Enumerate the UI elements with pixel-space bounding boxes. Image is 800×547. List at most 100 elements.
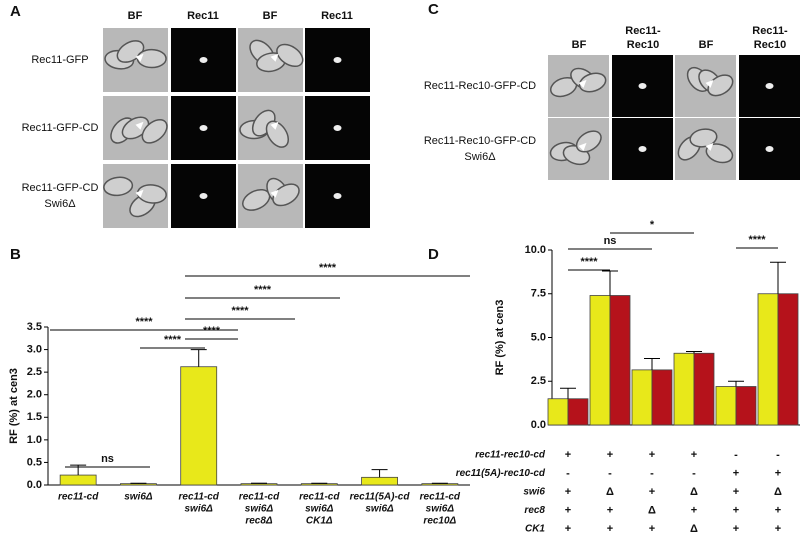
significance-label: ns	[101, 453, 114, 465]
bar	[735, 386, 757, 426]
signal	[199, 57, 208, 63]
table-cell: +	[691, 449, 697, 461]
table-cell: +	[565, 449, 571, 461]
row-label: Rec11-Rec10-GFP-CD	[424, 135, 536, 147]
y-tick-label: 0.0	[27, 479, 42, 491]
table-cell: Δ	[690, 523, 698, 535]
table-cell: +	[775, 467, 781, 479]
cell	[578, 72, 607, 93]
x-tick-label: swi6Δ	[245, 504, 274, 515]
y-tick-label: 1.5	[27, 411, 42, 423]
significance-label: ns	[604, 235, 617, 247]
bar	[673, 352, 695, 426]
table-cell: +	[607, 504, 613, 516]
row-label: Rec11-GFP-CD	[22, 182, 99, 194]
table-cell: +	[775, 523, 781, 535]
error-bar	[602, 270, 618, 296]
cell	[141, 119, 168, 144]
y-tick-label: 7.5	[531, 288, 546, 300]
table-cell: +	[775, 504, 781, 516]
column-header: BF	[128, 10, 143, 22]
table-cell: +	[607, 449, 613, 461]
table-cell: +	[733, 523, 739, 535]
row-label: rec11(5A)-rec10-cd	[456, 468, 546, 479]
significance-label: ****	[203, 325, 221, 337]
x-tick-label: swi6Δ	[365, 504, 394, 515]
bar	[59, 474, 97, 486]
panel-label: A	[10, 3, 21, 20]
error-bar	[728, 380, 744, 387]
table-cell: -	[776, 449, 780, 461]
y-tick-label: 0.0	[531, 419, 546, 431]
table-cell: +	[733, 467, 739, 479]
significance-label: ****	[580, 256, 598, 268]
significance-label: ****	[231, 305, 249, 317]
significance-label: ****	[254, 284, 272, 296]
y-tick-label: 1.0	[27, 434, 42, 446]
cell	[705, 143, 734, 164]
table-cell: +	[733, 504, 739, 516]
table-cell: -	[650, 467, 654, 479]
bar	[361, 476, 398, 486]
table-cell: Δ	[606, 486, 614, 498]
table-cell: +	[565, 523, 571, 535]
table-cell: +	[733, 486, 739, 498]
x-tick-label: rec11-cd	[420, 492, 461, 503]
x-tick-label: rec11-cd	[299, 492, 340, 503]
significance-label: ****	[164, 334, 182, 346]
table-cell: +	[565, 504, 571, 516]
panel-label: C	[428, 1, 439, 18]
arrowhead	[578, 142, 587, 151]
y-axis-label: RF (%) at cen3	[494, 300, 506, 376]
row-label: rec11-rec10-cd	[475, 450, 546, 461]
column-header: BF	[572, 39, 587, 51]
panel-label: B	[10, 246, 21, 263]
x-tick-label: swi6Δ	[305, 504, 334, 515]
signal	[638, 146, 647, 152]
y-tick-label: 2.0	[27, 389, 42, 401]
y-tick-label: 3.0	[27, 343, 42, 355]
arrowhead	[578, 79, 587, 88]
table-cell: -	[734, 449, 738, 461]
cell	[276, 43, 304, 68]
error-bar	[770, 261, 786, 294]
cell	[103, 176, 134, 197]
signal	[638, 83, 647, 89]
cell	[689, 128, 718, 148]
arrowhead	[705, 142, 714, 151]
row-label: swi6	[523, 487, 545, 498]
arrowhead	[135, 53, 144, 62]
y-axis-label: RF (%) at cen3	[8, 368, 20, 444]
column-header: Rec10	[627, 39, 659, 51]
bar	[777, 293, 799, 426]
bar	[240, 483, 278, 486]
table-cell: -	[692, 467, 696, 479]
bar	[757, 293, 779, 426]
row-label: Swi6Δ	[464, 151, 496, 163]
bar	[715, 386, 737, 426]
cell	[265, 120, 290, 148]
column-header: Rec10	[754, 39, 786, 51]
error-bar	[560, 387, 576, 399]
column-header: Rec11	[321, 10, 353, 22]
bar	[589, 295, 611, 426]
cell	[272, 183, 300, 207]
table-cell: -	[566, 467, 570, 479]
bar	[421, 483, 459, 486]
table-cell: Δ	[690, 486, 698, 498]
x-tick-label: CK1Δ	[306, 516, 333, 527]
table-cell: -	[608, 467, 612, 479]
signal	[333, 57, 342, 63]
error-bar	[371, 469, 388, 478]
signal	[333, 125, 342, 131]
x-tick-label: rec10Δ	[423, 516, 456, 527]
table-cell: +	[607, 523, 613, 535]
x-tick-label: rec11-cd	[239, 492, 280, 503]
row-label: CK1	[525, 524, 545, 535]
row-label: rec8	[524, 505, 545, 516]
significance-label: ****	[135, 316, 153, 328]
significance-label: *	[650, 219, 655, 231]
x-tick-label: rec11-cd	[179, 492, 220, 503]
bar	[693, 352, 715, 426]
